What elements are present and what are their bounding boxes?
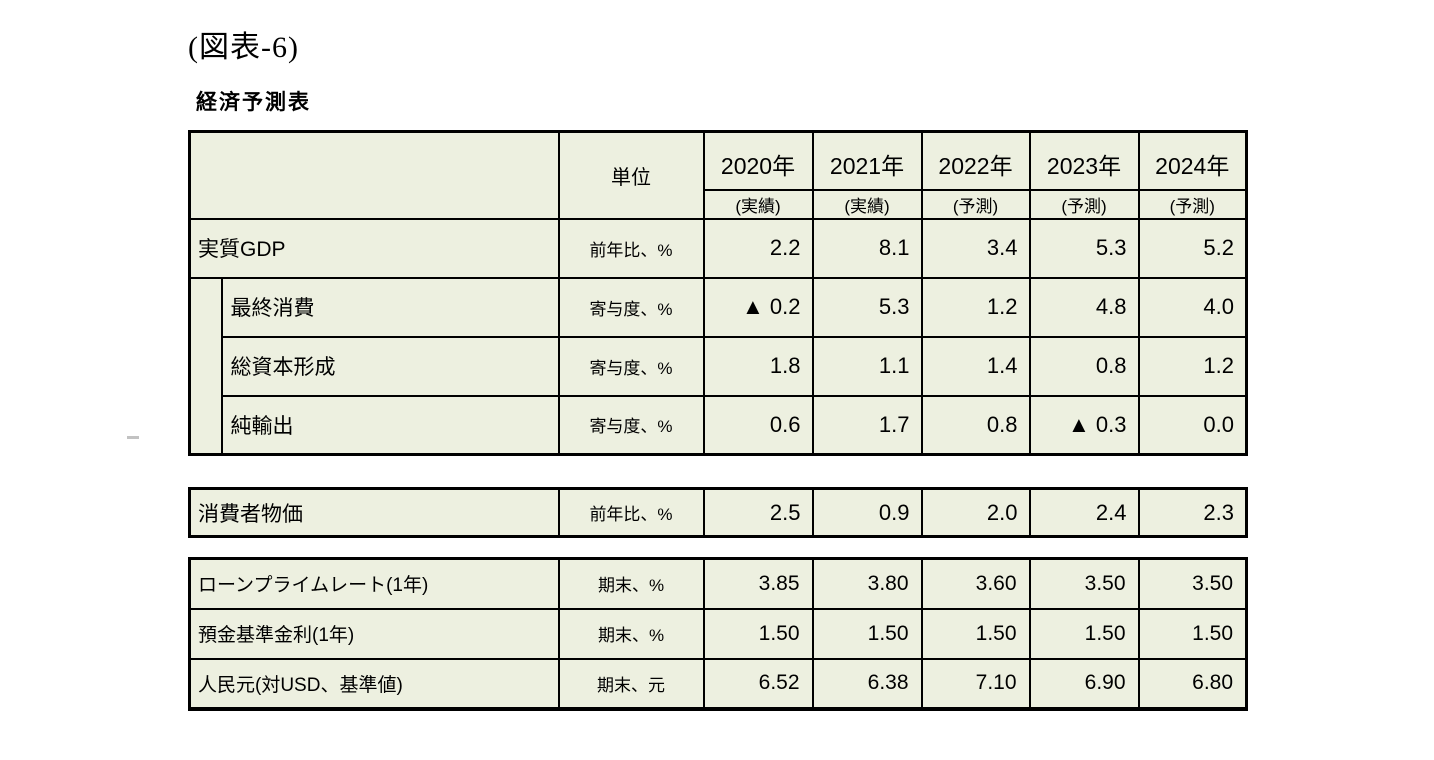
- value-cell: 3.4: [920, 217, 1031, 279]
- value-cell: 8.1: [811, 217, 923, 279]
- value-cell: 1.50: [811, 607, 923, 660]
- value-cell: 2.0: [920, 487, 1031, 538]
- value-cell: 4.8: [1028, 276, 1140, 338]
- value-cell: 6.52: [702, 657, 814, 710]
- value-cell: 1.2: [1137, 335, 1248, 397]
- row-label-cell: 実質GDP: [188, 217, 560, 279]
- value-cell: 1.2: [920, 276, 1031, 338]
- row-label-cell: 最終消費: [220, 276, 560, 338]
- unit-cell: 前年比、%: [557, 217, 705, 279]
- value-cell: 1.8: [702, 335, 814, 397]
- unit-cell: 寄与度、%: [557, 276, 705, 338]
- table-row: 人民元(対USD、基準値) 期末、元 6.52 6.38 7.10 6.90 6…: [188, 657, 1248, 710]
- value-cell: 0.6: [702, 394, 814, 456]
- header-year-cell: 2021年: [811, 130, 923, 191]
- header-year-cell: 2022年: [920, 130, 1031, 191]
- table-row: ローンプライムレート(1年) 期末、% 3.85 3.80 3.60 3.50 …: [188, 557, 1248, 610]
- value-cell: 3.50: [1137, 557, 1248, 610]
- header-empty-cell: [188, 130, 560, 220]
- header-status-cell: (予測): [920, 188, 1031, 220]
- value-cell: 5.3: [1028, 217, 1140, 279]
- value-cell: 0.0: [1137, 394, 1248, 456]
- value-cell: ▲ 0.2: [702, 276, 814, 338]
- value-cell: 3.60: [920, 557, 1031, 610]
- row-label-cell: 純輸出: [220, 394, 560, 456]
- figure-label: (図表-6): [188, 31, 299, 64]
- table-row: 最終消費 寄与度、% ▲ 0.2 5.3 1.2 4.8 4.0: [188, 276, 1248, 456]
- table-row: 純輸出 寄与度、% 0.6 1.7 0.8 ▲ 0.3 0.0: [190, 394, 1248, 456]
- value-cell: 5.3: [811, 276, 923, 338]
- header-year-cell: 2024年: [1137, 130, 1248, 191]
- table-row: 実質GDP 前年比、% 2.2 8.1 3.4 5.3 5.2: [188, 217, 1248, 279]
- unit-cell: 期末、%: [557, 557, 705, 610]
- header-row-status: (実績) (実績) (予測) (予測) (予測): [190, 188, 1248, 220]
- header-status-cell: (実績): [702, 188, 814, 220]
- value-cell: 1.50: [1137, 607, 1248, 660]
- forecast-table-cpi: 消費者物価 前年比、% 2.5 0.9 2.0 2.4 2.3: [188, 487, 1248, 538]
- value-cell: ▲ 0.3: [1028, 394, 1140, 456]
- header-status-cell: (予測): [1137, 188, 1248, 220]
- row-label-cell: ローンプライムレート(1年): [188, 557, 560, 610]
- table-row: 総資本形成 寄与度、% 1.8 1.1 1.4 0.8 1.2: [190, 335, 1248, 397]
- table-row: 預金基準金利(1年) 期末、% 1.50 1.50 1.50 1.50 1.50: [188, 607, 1248, 660]
- unit-cell: 期末、%: [557, 607, 705, 660]
- value-cell: 2.2: [702, 217, 814, 279]
- value-cell: 1.4: [920, 335, 1031, 397]
- header-year-cell: 2020年: [702, 130, 814, 191]
- value-cell: 6.38: [811, 657, 923, 710]
- value-cell: 5.2: [1137, 217, 1248, 279]
- indent-spacer-cell: [188, 276, 223, 456]
- unit-cell: 前年比、%: [557, 487, 705, 538]
- header-year-cell: 2023年: [1028, 130, 1140, 191]
- stray-dash-mark: [127, 436, 139, 439]
- value-cell: 0.8: [920, 394, 1031, 456]
- value-cell: 1.50: [1028, 607, 1140, 660]
- row-label-cell: 預金基準金利(1年): [188, 607, 560, 660]
- forecast-table-main: 単位 2020年 2021年 2022年 2023年 2024年 (実績) (実…: [188, 130, 1248, 456]
- header-status-cell: (予測): [1028, 188, 1140, 220]
- row-label-cell: 消費者物価: [188, 487, 560, 538]
- row-label-cell: 総資本形成: [220, 335, 560, 397]
- value-cell: 3.85: [702, 557, 814, 610]
- value-cell: 1.50: [920, 607, 1031, 660]
- value-cell: 1.1: [811, 335, 923, 397]
- value-cell: 4.0: [1137, 276, 1248, 338]
- table-row: 消費者物価 前年比、% 2.5 0.9 2.0 2.4 2.3: [188, 487, 1248, 538]
- page-title: 経済予測表: [196, 91, 311, 114]
- value-cell: 2.4: [1028, 487, 1140, 538]
- value-cell: 2.5: [702, 487, 814, 538]
- value-cell: 1.50: [702, 607, 814, 660]
- unit-cell: 寄与度、%: [557, 335, 705, 397]
- value-cell: 3.80: [811, 557, 923, 610]
- forecast-table-rates: ローンプライムレート(1年) 期末、% 3.85 3.80 3.60 3.50 …: [188, 557, 1249, 711]
- value-cell: 3.50: [1028, 557, 1140, 610]
- value-cell: 6.80: [1137, 657, 1248, 710]
- header-status-cell: (実績): [811, 188, 923, 220]
- value-cell: 0.9: [811, 487, 923, 538]
- value-cell: 7.10: [920, 657, 1031, 710]
- header-row-years: 単位 2020年 2021年 2022年 2023年 2024年: [188, 130, 1248, 220]
- value-cell: 1.7: [811, 394, 923, 456]
- unit-cell: 寄与度、%: [557, 394, 705, 456]
- unit-cell: 期末、元: [557, 657, 705, 710]
- header-unit-cell: 単位: [557, 130, 705, 220]
- value-cell: 0.8: [1028, 335, 1140, 397]
- value-cell: 2.3: [1137, 487, 1248, 538]
- value-cell: 6.90: [1028, 657, 1140, 710]
- row-label-cell: 人民元(対USD、基準値): [188, 657, 560, 710]
